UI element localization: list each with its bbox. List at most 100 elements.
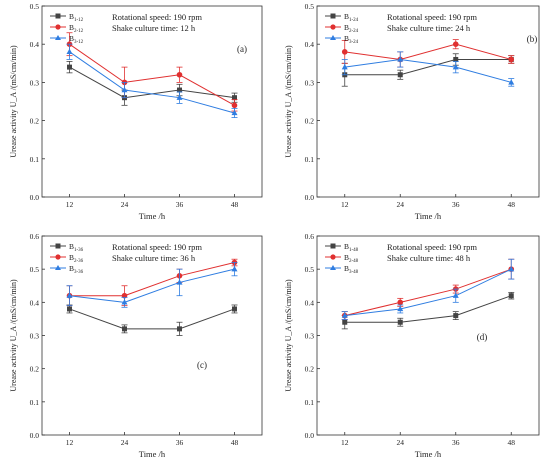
y-tick-label: 0.5 — [305, 2, 315, 11]
plot-frame — [316, 5, 540, 198]
series-1-24 — [341, 53, 515, 87]
y-tick-label: 0.0 — [30, 193, 40, 202]
data-point — [397, 72, 403, 78]
legend-subscript: 2-24 — [349, 29, 359, 34]
x-tick-label: 48 — [508, 200, 516, 209]
data-point — [342, 319, 348, 325]
legend-marker — [330, 13, 336, 19]
panel-label: (c) — [197, 360, 207, 370]
x-tick-label: 48 — [508, 438, 516, 447]
legend-name: B — [344, 242, 349, 251]
series-1-48 — [341, 291, 515, 330]
x-tick-label: 48 — [231, 438, 239, 447]
legend-name: B — [344, 34, 349, 43]
plot-frame — [41, 235, 263, 436]
legend-label: B3-36 — [69, 264, 84, 275]
legend-marker — [330, 35, 336, 40]
y-axis-label: Urease activity U_A /(mS/cm/min) — [284, 279, 293, 392]
legend-label: B1-36 — [69, 242, 84, 253]
annotation-line: Rotational speed: 190 rpm — [387, 242, 477, 252]
data-point — [67, 306, 72, 312]
panel-label: (d) — [477, 332, 488, 342]
x-axis-label: Time /h — [415, 449, 442, 459]
data-point — [67, 64, 72, 70]
x-tick-label: 36 — [176, 438, 184, 447]
data-point — [177, 326, 182, 332]
series-line — [344, 295, 512, 323]
series-2-12 — [66, 32, 238, 112]
y-tick-label: 0.4 — [30, 298, 40, 307]
x-tick-label: 12 — [341, 200, 349, 209]
series-line — [344, 268, 512, 317]
data-point — [508, 56, 515, 63]
legend-marker — [330, 24, 336, 30]
data-point — [453, 313, 459, 319]
y-tick-label: 0.3 — [305, 78, 315, 87]
y-tick-label: 0.5 — [305, 265, 315, 274]
series-3-48 — [341, 258, 515, 320]
x-axis-label: Time /h — [139, 449, 166, 459]
data-point — [122, 326, 127, 332]
y-tick-label: 0.2 — [30, 117, 40, 126]
y-tick-label: 0.3 — [305, 332, 315, 341]
annotation-line: Rotational speed: 190 rpm — [112, 242, 202, 252]
series-line — [344, 43, 512, 60]
x-tick-label: 36 — [176, 200, 184, 209]
data-point — [341, 312, 348, 318]
y-tick-label: 0.3 — [30, 332, 40, 341]
data-point — [397, 299, 404, 306]
legend-name: B — [69, 242, 74, 251]
legend-subscript: 1-36 — [74, 248, 84, 253]
y-tick-label: 0.0 — [305, 193, 315, 202]
chart-panel-3: 0.0 0.1 0.2 0.3 0.4 0.5 0.6 12 24 36 48 Time /h Urea… — [9, 232, 263, 459]
legend-marker — [55, 265, 61, 270]
legend-subscript: 3-36 — [74, 270, 84, 275]
legend-subscript: 2-36 — [74, 259, 84, 264]
y-tick-label: 0.1 — [30, 398, 40, 407]
legend-subscript: 3-12 — [74, 40, 84, 45]
y-tick-label: 0.1 — [305, 398, 315, 407]
y-tick-label: 0.2 — [30, 365, 40, 374]
data-point — [66, 292, 73, 298]
legend-label: B1-24 — [344, 12, 359, 23]
data-point — [452, 292, 459, 298]
data-point — [397, 319, 403, 325]
data-point — [176, 71, 183, 78]
data-point — [121, 86, 128, 93]
legend-label: B2-24 — [344, 23, 359, 34]
legend-subscript: 3-24 — [349, 40, 359, 45]
y-axis-label: Urease activity U_A /(mS/cm/min) — [9, 45, 18, 158]
panel-label: (a) — [237, 44, 247, 54]
chart-panel-2: 0.0 0.1 0.2 0.3 0.4 0.5 12 24 36 48 Time /h Urease … — [284, 2, 540, 221]
series-line — [69, 66, 235, 99]
y-tick-label: 0.1 — [30, 155, 40, 164]
legend-subscript: 2-48 — [349, 259, 359, 264]
chart-panel-4: 0.0 0.1 0.2 0.3 0.4 0.5 0.6 12 24 36 48 Time /h Urea… — [284, 232, 540, 459]
plot-frame — [316, 235, 540, 436]
data-point — [508, 293, 514, 299]
plot-frame — [41, 5, 263, 198]
x-tick-label: 12 — [66, 438, 74, 447]
legend-marker — [55, 13, 61, 19]
legend-label: B3-48 — [344, 264, 359, 275]
data-point — [452, 41, 459, 47]
series-line — [344, 58, 512, 76]
data-point — [397, 305, 404, 312]
data-point — [66, 48, 73, 55]
x-tick-label: 12 — [341, 438, 349, 447]
x-tick-label: 24 — [121, 200, 129, 209]
data-point — [231, 265, 238, 272]
x-tick-label: 24 — [397, 438, 405, 447]
data-point — [231, 109, 238, 116]
x-tick-label: 24 — [121, 438, 129, 447]
annotation-line: Rotational speed: 190 rpm — [387, 12, 477, 22]
series-line — [344, 268, 512, 317]
y-tick-label: 0.6 — [305, 232, 315, 241]
legend-name: B — [69, 34, 74, 43]
legend-subscript: 1-48 — [349, 248, 359, 253]
data-point — [452, 63, 459, 70]
